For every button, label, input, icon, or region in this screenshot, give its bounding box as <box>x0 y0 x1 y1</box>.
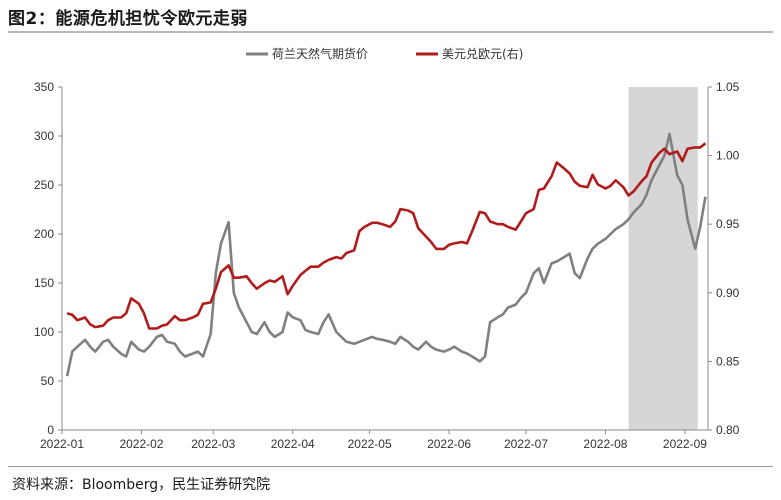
axis-layer: 0 50 100 150 200 250 300 350 0.80 0.85 0.90 0.95 1.0… <box>34 80 740 451</box>
x-tick-label: 2022-02 <box>119 437 163 451</box>
x-tick-label: 2022-09 <box>663 437 707 451</box>
y-left-tick-label: 100 <box>34 325 54 339</box>
y-left-tick-label: 350 <box>34 80 54 94</box>
x-tick-label: 2022-05 <box>348 437 392 451</box>
y-left-tick-label: 50 <box>41 374 55 388</box>
y-left-tick-label: 300 <box>34 129 54 143</box>
y-right-tick-label: 0.85 <box>716 354 740 368</box>
y-right-tick-label: 1.00 <box>716 149 740 163</box>
shaded-region-layer <box>628 87 698 430</box>
y-left-tick-label: 200 <box>34 227 54 241</box>
x-tick-label: 2022-04 <box>271 437 315 451</box>
series-line-gas <box>65 132 707 377</box>
y-left-tick-label: 0 <box>47 423 54 437</box>
x-tick-label: 2022-06 <box>427 437 471 451</box>
y-right-tick-label: 0.90 <box>716 286 740 300</box>
legend-label-eurusd: 美元兑欧元(右) <box>442 46 523 61</box>
figure-title: 图2：能源危机担忧令欧元走弱 <box>8 9 248 29</box>
source-note: 资料来源：Bloomberg，民生证券研究院 <box>12 477 271 493</box>
x-tick-label: 2022-07 <box>504 437 548 451</box>
series-layer <box>65 132 707 377</box>
y-right-tick-label: 0.80 <box>716 423 740 437</box>
title-divider <box>8 31 773 33</box>
legend: 荷兰天然气期货价 美元兑欧元(右) <box>246 46 523 61</box>
x-tick-label: 2022-03 <box>191 437 235 451</box>
series-line-eurusd <box>66 142 707 330</box>
y-left-tick-label: 250 <box>34 178 54 192</box>
y-left-tick-label: 150 <box>34 276 54 290</box>
x-tick-label: 2022-01 <box>40 437 84 451</box>
legend-label-gas: 荷兰天然气期货价 <box>272 46 368 61</box>
shaded-region <box>628 87 698 430</box>
source-divider <box>8 466 773 467</box>
x-tick-label: 2022-08 <box>583 437 627 451</box>
y-right-tick-label: 0.95 <box>716 217 740 231</box>
y-right-tick-label: 1.05 <box>716 80 740 94</box>
